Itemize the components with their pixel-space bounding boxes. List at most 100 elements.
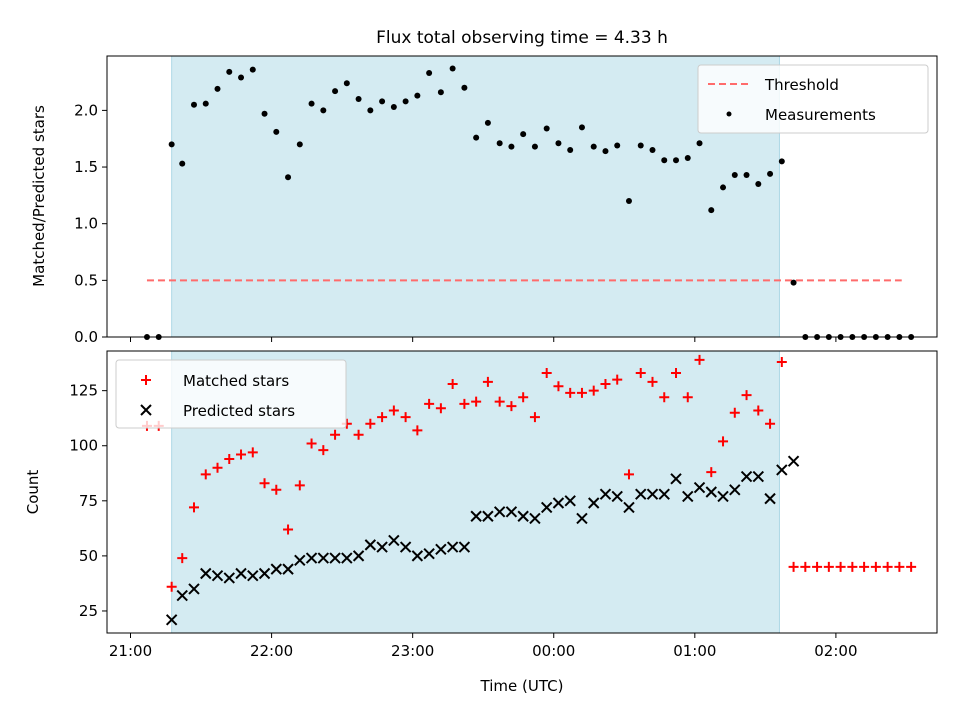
- matched-star-point: [612, 374, 623, 385]
- predicted-star-point: [505, 506, 518, 518]
- predicted-star-point: [599, 488, 612, 500]
- top-axes-frame: [106, 55, 938, 338]
- predicted-star-point: [258, 567, 271, 580]
- measurement-point: [426, 69, 433, 76]
- measurement-point: [437, 89, 444, 96]
- predicted-star-point: [235, 567, 247, 580]
- matched-star-point: [694, 354, 705, 365]
- matched-star-point: [212, 462, 223, 473]
- measurement-point: [355, 96, 362, 103]
- matched-star-point: [647, 376, 658, 387]
- predicted-star-point: [223, 572, 235, 584]
- predicted-star-point: [388, 534, 400, 547]
- legend-measurements-label: Measurements: [765, 106, 876, 124]
- measurement-point: [778, 158, 785, 165]
- measurement-point: [168, 141, 175, 148]
- top-y-axis: 0.0 0.5 1.0 1.5 2.0: [74, 101, 107, 346]
- measurement-point: [402, 98, 409, 105]
- measurement-point: [555, 140, 562, 147]
- matched-star-point: [271, 484, 282, 495]
- predicted-star-point: [352, 550, 365, 562]
- measurement-point: [649, 147, 656, 154]
- predicted-star-point: [341, 552, 353, 564]
- matched-star-point: [259, 478, 270, 489]
- matched-star-point: [236, 449, 247, 460]
- matched-star-point: [894, 561, 905, 572]
- legend-predicted-swatch: [140, 404, 152, 416]
- y-tick-label: 1.0: [74, 215, 98, 233]
- predicted-star-point: [693, 481, 706, 494]
- measurement-point: [190, 101, 197, 108]
- y-tick-label: 0.0: [74, 328, 98, 346]
- matched-star-point: [247, 447, 258, 458]
- predicted-stars-series: [165, 455, 800, 626]
- measurement-point: [308, 100, 315, 107]
- predicted-star-point: [717, 490, 729, 503]
- predicted-star-point: [529, 512, 541, 525]
- matched-star-point: [588, 385, 599, 396]
- matched-star-point: [671, 368, 682, 379]
- x-tick-label: 00:00: [532, 642, 575, 660]
- predicted-star-point: [282, 563, 294, 575]
- matched-star-point: [859, 561, 870, 572]
- measurement-point: [578, 124, 585, 131]
- top-legend: Threshold Measurements: [697, 64, 929, 134]
- predicted-star-point: [211, 570, 224, 582]
- matched-star-point: [365, 418, 376, 429]
- measurement-point: [343, 80, 350, 87]
- bottom-x-axis: 21:00 22:00 23:00 00:00 01:00 02:00: [109, 633, 858, 660]
- predicted-star-point: [540, 501, 553, 514]
- measurement-point: [720, 184, 727, 191]
- matched-star-point: [400, 412, 411, 423]
- top-observing-span: [171, 55, 780, 338]
- predicted-star-point: [564, 495, 576, 507]
- predicted-star-point: [200, 567, 212, 580]
- matched-star-point: [388, 405, 399, 416]
- predicted-star-point: [658, 488, 670, 500]
- matched-star-point: [471, 396, 482, 407]
- matched-star-point: [306, 438, 317, 449]
- matched-star-point: [565, 387, 576, 398]
- predicted-star-point: [435, 543, 447, 555]
- x-tick-label: 01:00: [673, 642, 716, 660]
- y-tick-label: 0.5: [74, 271, 98, 289]
- matched-star-point: [353, 429, 364, 440]
- matched-star-point: [377, 412, 388, 423]
- predicted-star-point: [247, 570, 259, 582]
- matched-star-point: [541, 368, 552, 379]
- matched-star-point: [765, 418, 776, 429]
- predicted-star-point: [165, 614, 178, 626]
- predicted-star-point: [752, 470, 765, 483]
- bottom-panel: 25 50 75 100 125 21:00 22:00 23:00 00:00 01:00 02…: [24, 350, 938, 660]
- x-tick-label: 23:00: [391, 642, 434, 660]
- matched-star-point: [800, 561, 811, 572]
- matched-star-point: [776, 357, 787, 368]
- legend-predicted-label: Predicted stars: [183, 402, 295, 420]
- figure-title: Flux total observing time = 4.33 h: [376, 28, 668, 48]
- matched-star-point: [823, 561, 834, 572]
- measurement-point: [496, 140, 503, 147]
- predicted-star-point: [176, 589, 188, 602]
- y-tick-label: 1.5: [74, 158, 98, 176]
- matched-star-point: [623, 469, 634, 480]
- measurement-point: [414, 92, 421, 99]
- predicted-star-point: [329, 552, 341, 564]
- y-tick-label: 25: [79, 602, 98, 620]
- predicted-star-point: [517, 510, 529, 522]
- measurement-point: [508, 143, 515, 150]
- matched-star-point: [529, 412, 540, 423]
- measurement-point: [673, 157, 680, 164]
- predicted-star-point: [458, 541, 471, 553]
- bottom-axes-frame: [106, 350, 938, 634]
- measurement-point: [590, 143, 597, 150]
- matched-star-point: [741, 390, 752, 401]
- measurement-point: [379, 98, 386, 105]
- matched-star-point: [847, 561, 858, 572]
- predicted-star-point: [682, 490, 694, 503]
- matched-star-point: [718, 436, 729, 447]
- measurement-point: [484, 119, 491, 126]
- matched-star-point: [435, 403, 446, 414]
- measurement-point: [449, 65, 456, 72]
- predicted-star-point: [294, 554, 306, 567]
